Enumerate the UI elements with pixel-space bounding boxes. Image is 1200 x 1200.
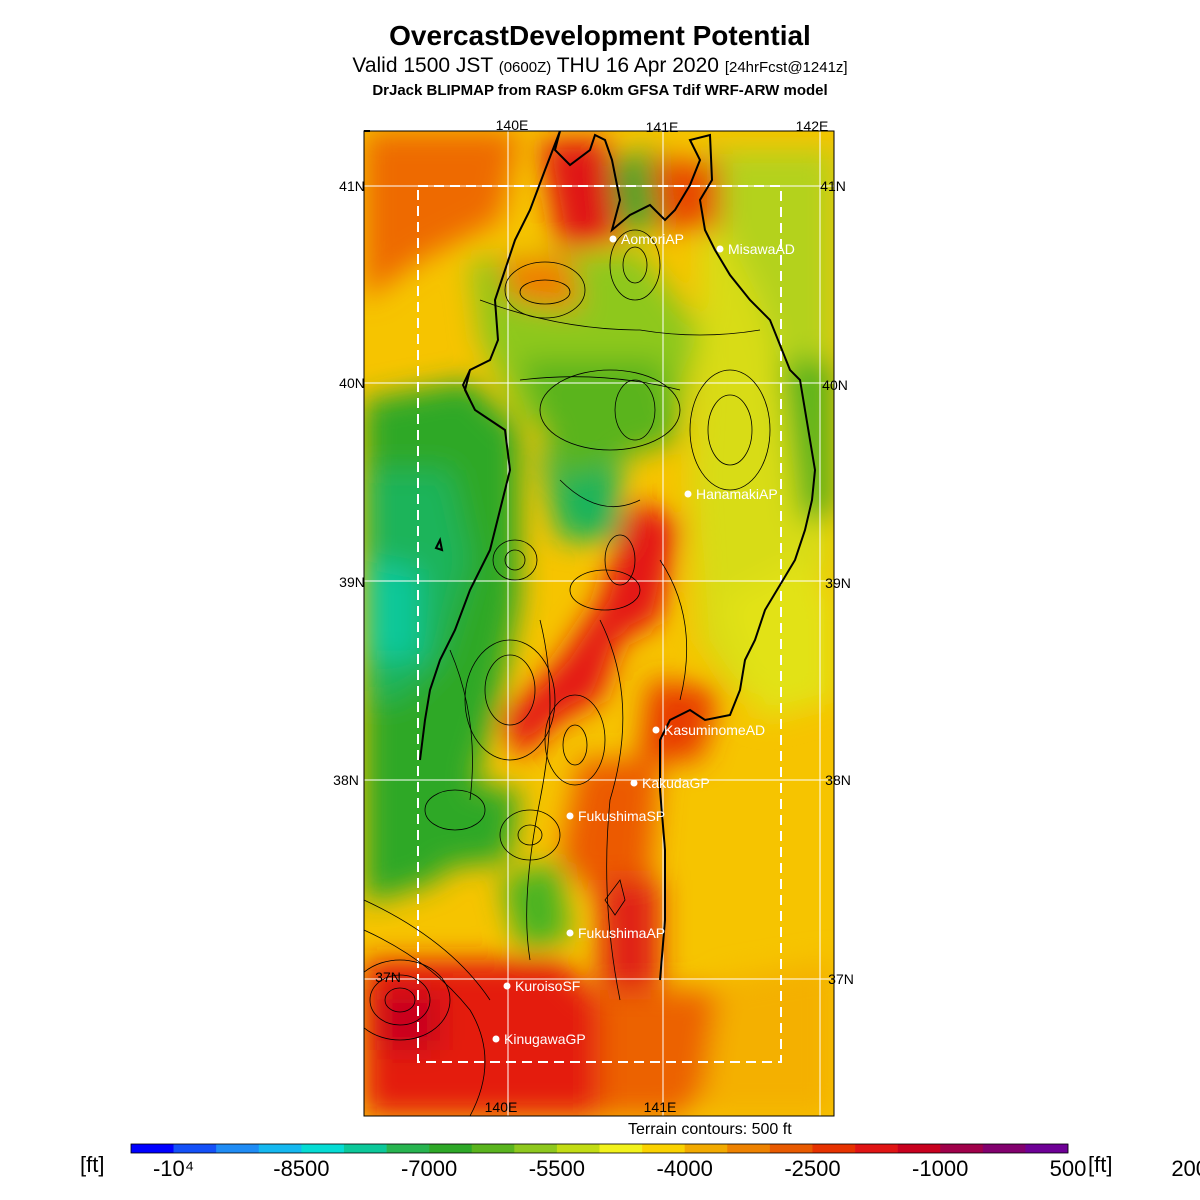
- lat-label-right: 39N: [825, 575, 851, 591]
- station-label: KuroisoSF: [515, 978, 580, 994]
- colorbar-swatch: [940, 1144, 984, 1153]
- station-label: FukushimaAP: [578, 925, 665, 941]
- station-label: KinugawaGP: [504, 1031, 586, 1047]
- valid-utc: (0600Z): [498, 59, 552, 76]
- colorbar-tick-label: -7000: [400, 1156, 458, 1181]
- station-label: KakudaGP: [642, 775, 710, 791]
- colorbar-tick-label: -5500: [528, 1156, 586, 1181]
- station-fukushima-ap[interactable]: FukushimaAP: [566, 925, 666, 941]
- colorbar: [130, 1143, 1069, 1154]
- colorbar-frame: [130, 1143, 1069, 1154]
- colorbar-swatch: [982, 1144, 1026, 1153]
- colorbar-tick-label: -1000: [912, 1156, 969, 1181]
- map-frame: [363, 130, 835, 1117]
- colorbar-unit-right: [ft]: [1088, 1152, 1113, 1177]
- lat-label-right: 37N: [828, 971, 854, 987]
- colorbar-swatch: [556, 1144, 600, 1153]
- terrain-note: Terrain contours: 500 ft: [628, 1121, 792, 1138]
- colorbar-swatch: [216, 1144, 260, 1153]
- station-fukushima-sp[interactable]: FukushimaSP: [566, 808, 666, 824]
- station-aomori[interactable]: AomoriAP: [609, 231, 685, 247]
- lat-label-left: 39N: [339, 574, 365, 590]
- station-label: HanamakiAP: [696, 486, 778, 502]
- colorbar-tick-label: 500: [1049, 1156, 1087, 1181]
- lat-label-right: 41N: [820, 178, 846, 194]
- lat-label-left: 41N: [339, 178, 365, 194]
- colorbar-swatch: [258, 1144, 302, 1153]
- lon-label-top: 140E: [496, 117, 529, 133]
- stations: AomoriAP MisawaAD HanamakiAP KasuminomeA…: [492, 231, 795, 1047]
- lat-labels-left: 41N 40N 39N 38N 37N: [333, 178, 401, 985]
- colorbar-tick-label: -2500: [784, 1156, 841, 1181]
- lon-label-top: 141E: [646, 119, 679, 135]
- colorbar-tick-label: -10⁴: [152, 1156, 195, 1181]
- terrain-contours: [364, 229, 771, 1116]
- colorbar-swatch: [812, 1144, 856, 1153]
- colorbar-tick-label: -4000: [656, 1156, 713, 1181]
- station-label: MisawaAD: [728, 241, 795, 257]
- colorbar-swatch: [684, 1144, 728, 1153]
- colorbar-swatch: [471, 1144, 515, 1153]
- lon-label-bottom: 140E: [485, 1099, 518, 1115]
- station-label: AomoriAP: [621, 231, 684, 247]
- valid-main: Valid 1500 JST: [352, 54, 493, 77]
- colorbar-swatch: [386, 1144, 430, 1153]
- station-kinugawa[interactable]: KinugawaGP: [492, 1031, 586, 1047]
- lat-label-left: 38N: [333, 772, 359, 788]
- station-kakuda[interactable]: KakudaGP: [630, 775, 710, 791]
- colorbar-swatch: [514, 1144, 558, 1153]
- model-subtitle: DrJack BLIPMAP from RASP 6.0km GFSA Tdif…: [372, 82, 828, 99]
- station-hanamaki[interactable]: HanamakiAP: [684, 486, 778, 502]
- station-misawa[interactable]: MisawaAD: [716, 241, 795, 257]
- lat-label-left: 37N: [375, 969, 401, 985]
- valid-date: THU 16 Apr 2020: [556, 54, 719, 77]
- lat-label-right: 38N: [825, 772, 851, 788]
- station-label: FukushimaSP: [578, 808, 665, 824]
- valid-time: Valid 1500 JST (0600Z) THU 16 Apr 2020 […: [0, 54, 1200, 78]
- forecast-info: [24hrFcst@1241z]: [724, 59, 848, 76]
- station-kuroiso[interactable]: KuroisoSF: [503, 978, 581, 994]
- colorbar-swatch: [429, 1144, 473, 1153]
- colorbar-swatch: [599, 1144, 643, 1153]
- colorbar-swatch: [855, 1144, 898, 1153]
- station-label: KasuminomeAD: [664, 722, 765, 738]
- lat-label-left: 40N: [339, 375, 365, 391]
- colorbar-tick-label: 2000: [1171, 1156, 1200, 1181]
- inner-domain-box: [417, 185, 782, 1063]
- colorbar-unit-left: [ft]: [80, 1152, 105, 1177]
- lat-label-right: 40N: [822, 377, 848, 393]
- colorbar-swatch: [1025, 1144, 1069, 1153]
- lon-label-bottom: 141E: [644, 1099, 677, 1115]
- shaded-field: [364, 131, 834, 1116]
- colorbar-swatch: [301, 1144, 345, 1153]
- colorbar-swatch: [769, 1144, 813, 1153]
- colorbar-tick-label: -8500: [273, 1156, 330, 1181]
- lat-labels-right: 41N 40N 39N 38N 37N: [820, 178, 854, 987]
- lon-label-top: 142E: [796, 118, 829, 134]
- chart-title: OvercastDevelopment Potential: [389, 20, 811, 51]
- lon-labels-bottom: 140E 141E: [485, 1099, 677, 1115]
- colorbar-swatch: [343, 1144, 387, 1153]
- colorbar-swatch: [727, 1144, 771, 1153]
- colorbar-swatch: [897, 1144, 941, 1153]
- colorbar-swatch: [131, 1144, 174, 1153]
- station-kasuminome[interactable]: KasuminomeAD: [652, 722, 766, 738]
- colorbar-swatch: [642, 1144, 685, 1153]
- colorbar-swatch: [173, 1144, 217, 1153]
